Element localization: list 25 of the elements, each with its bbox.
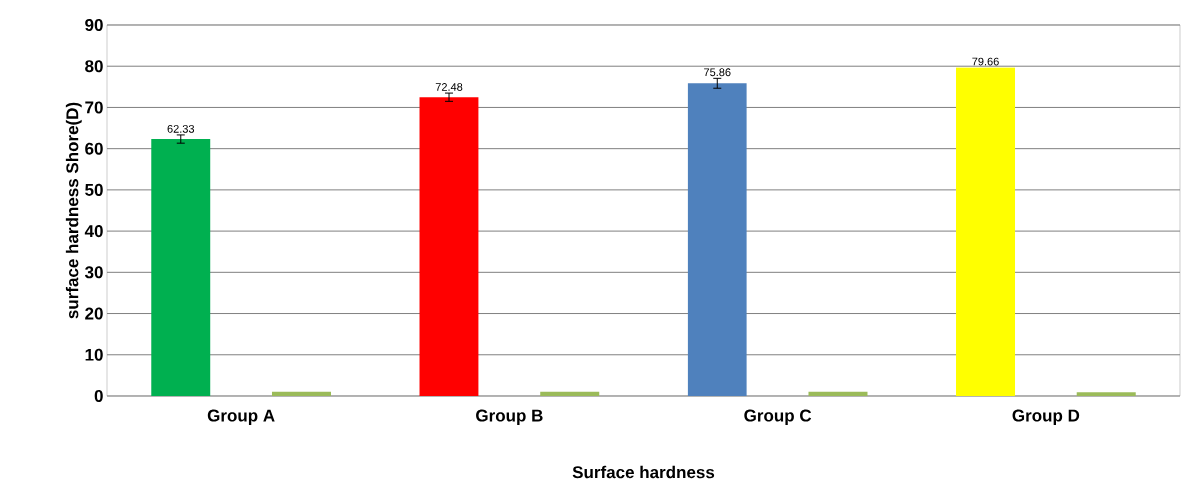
data-label: 79.66 xyxy=(972,57,999,66)
x-tick-label: Group A xyxy=(207,409,275,425)
y-axis-title: surface hardness Shore(D) xyxy=(65,102,82,319)
x-axis-title: Surface hardness xyxy=(572,465,715,479)
y-tick-label: 90 xyxy=(85,18,103,32)
bar xyxy=(1076,392,1136,396)
x-tick-label: Group B xyxy=(476,409,543,425)
bar xyxy=(956,67,1016,396)
x-tick-label: Group C xyxy=(744,409,812,425)
bar xyxy=(419,97,479,396)
y-tick-label: 10 xyxy=(85,348,103,361)
data-label: 72.48 xyxy=(435,83,463,91)
y-tick-label: 70 xyxy=(85,101,103,114)
y-tick-label: 60 xyxy=(85,142,103,155)
bar xyxy=(151,139,211,396)
x-tick-label: Group D xyxy=(1012,409,1080,425)
y-tick-label: 20 xyxy=(85,307,103,320)
bar xyxy=(687,83,747,396)
y-tick-label: 0 xyxy=(94,389,103,403)
y-tick-label: 40 xyxy=(84,225,103,238)
y-tick-label: 30 xyxy=(84,266,103,279)
y-tick-label: 80 xyxy=(85,60,103,73)
data-label: 75.86 xyxy=(704,68,731,77)
y-tick-label: 50 xyxy=(85,183,103,196)
data-label: 62.33 xyxy=(167,124,195,133)
